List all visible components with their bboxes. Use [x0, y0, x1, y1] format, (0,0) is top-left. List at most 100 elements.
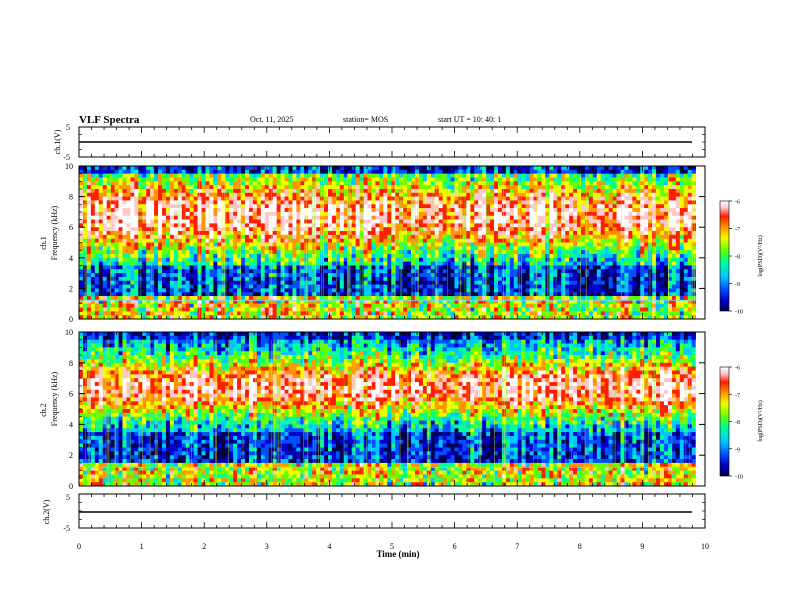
spec1-cell	[533, 196, 538, 201]
spec1-cell	[482, 166, 487, 171]
spec1-cell	[462, 303, 467, 308]
spec1-cell	[478, 265, 483, 270]
spec1-cell	[331, 288, 337, 293]
spec1-cell	[517, 204, 523, 209]
spec1-cell	[229, 246, 234, 251]
spec1-cell	[185, 299, 191, 305]
spec1-cell	[395, 223, 400, 228]
spec1-cell	[79, 288, 84, 293]
spec1-cell	[478, 276, 483, 282]
spec1-cell	[529, 242, 534, 247]
spec1-cell	[331, 208, 337, 213]
spec1-cell	[450, 227, 455, 232]
spec1-cell	[422, 185, 428, 190]
spec1-cell	[438, 204, 444, 209]
spec1-cell	[466, 296, 471, 301]
spec1-cell	[114, 177, 119, 182]
spec1-cell	[363, 219, 368, 224]
spec1-cell	[383, 227, 388, 232]
spec1-cell	[276, 227, 281, 232]
spec1-cell	[331, 185, 337, 190]
spec1-cell	[114, 261, 119, 266]
spec1-cell	[434, 166, 440, 171]
spec1-cell	[260, 288, 266, 293]
spec1-cell	[324, 242, 329, 247]
spec1-cell	[494, 246, 499, 251]
spec1-cell	[138, 315, 143, 320]
spec1-cell	[383, 284, 388, 289]
spec1-cell	[300, 246, 305, 251]
spec1-cell	[363, 200, 368, 205]
spec1-cell	[300, 211, 305, 217]
spec1-cell	[541, 269, 546, 274]
spec1-cell	[169, 173, 175, 178]
spec1-cell	[525, 311, 530, 316]
spec1-cell	[114, 208, 119, 213]
spec1-cell	[521, 204, 527, 209]
spec1-cell	[462, 269, 467, 274]
spec1-cell	[343, 196, 349, 201]
spec1-cell	[529, 185, 534, 190]
spec1-cell	[426, 208, 432, 213]
spec1-cell	[454, 200, 459, 205]
spec1-cell	[173, 315, 179, 320]
spec1-cell	[264, 215, 270, 220]
spec1-cell	[154, 280, 159, 285]
spec1-cell	[422, 276, 428, 282]
spec1-cell	[351, 200, 357, 205]
spec1-cell	[462, 296, 467, 301]
spec1-cell	[525, 253, 530, 259]
spec1-cell	[462, 219, 467, 224]
spec1-cell	[142, 166, 147, 171]
spec1-cell	[454, 188, 459, 194]
spec1-cell	[229, 238, 234, 243]
spec1-cell	[118, 223, 123, 228]
spec1-cell	[245, 204, 250, 209]
spec1-cell	[252, 311, 258, 316]
spec1-cell	[359, 288, 364, 293]
spec1-cell	[470, 299, 475, 305]
spec1-cell	[549, 231, 554, 236]
spec1-cell	[229, 307, 234, 312]
spec1-cell	[379, 257, 384, 263]
spec1-cell	[533, 204, 538, 209]
spec1-cell	[351, 273, 357, 278]
spec1-cell	[284, 284, 289, 289]
spec1-cell	[470, 276, 475, 282]
spec1-cell	[387, 311, 392, 316]
spec1-cell	[355, 276, 361, 282]
spec1-cell	[541, 177, 546, 182]
spec1-cell	[557, 284, 562, 289]
spec1-cell	[494, 192, 499, 198]
spec1-cell	[308, 253, 313, 259]
spec1-cell	[276, 196, 281, 201]
spec1-cell	[359, 231, 364, 236]
spec1-cell	[98, 269, 104, 274]
spec1-cell	[478, 284, 483, 289]
spec1-cell	[154, 215, 159, 220]
spec1-cell	[513, 257, 519, 263]
spec1-cell	[284, 250, 289, 255]
spec1-cell	[260, 208, 266, 213]
spec1-cell	[331, 166, 337, 171]
spec1-cell	[533, 169, 538, 175]
spec1-cell	[407, 166, 412, 171]
spec1-cell	[505, 250, 511, 255]
spec1-cell	[383, 211, 388, 217]
spec1-cell	[494, 261, 499, 266]
spec1-cell	[426, 257, 432, 263]
spec1-cell	[426, 273, 432, 278]
spec1-cell	[517, 242, 523, 247]
spec1-cell	[446, 257, 451, 263]
spec1-cell	[252, 261, 258, 266]
spec1-cell	[497, 227, 503, 232]
spec1-cell	[185, 276, 191, 282]
spec1-cell	[134, 177, 139, 182]
spec1-cell	[114, 227, 119, 232]
spec1-cell	[541, 288, 546, 293]
spec1-cell	[343, 234, 349, 240]
spec1-cell	[162, 211, 167, 217]
spec1-cell	[438, 196, 444, 201]
spec1-cell	[509, 257, 515, 263]
spec1-cell	[79, 292, 84, 297]
